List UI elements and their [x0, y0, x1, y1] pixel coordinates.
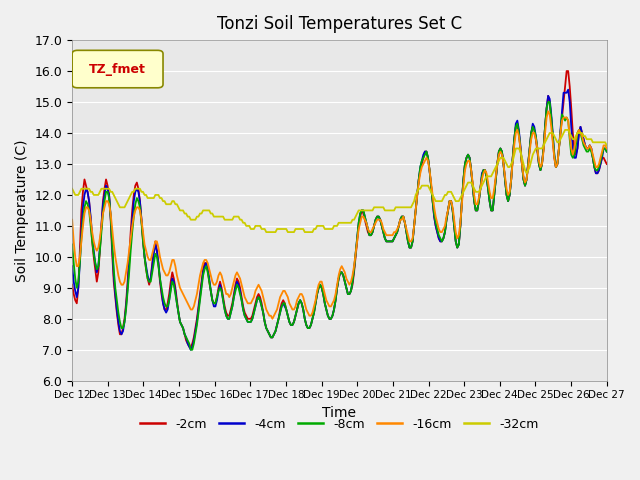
-4cm	[430, 214, 438, 219]
-8cm	[68, 241, 76, 247]
-4cm	[262, 325, 270, 331]
-8cm	[262, 325, 270, 331]
-4cm	[214, 288, 222, 294]
-32cm	[323, 226, 330, 232]
Text: TZ_fmet: TZ_fmet	[89, 62, 146, 75]
-4cm	[68, 263, 76, 269]
-2cm	[68, 282, 76, 288]
Legend: -2cm, -4cm, -8cm, -16cm, -32cm: -2cm, -4cm, -8cm, -16cm, -32cm	[135, 413, 543, 436]
-2cm	[238, 294, 246, 300]
-16cm	[213, 279, 221, 285]
-16cm	[603, 145, 611, 151]
-16cm	[430, 204, 438, 210]
-4cm	[356, 211, 364, 216]
-16cm	[269, 316, 276, 322]
-4cm	[187, 347, 195, 353]
-2cm	[430, 214, 438, 219]
-2cm	[603, 161, 611, 167]
-32cm	[262, 229, 270, 235]
-8cm	[603, 149, 611, 155]
Y-axis label: Soil Temperature (C): Soil Temperature (C)	[15, 139, 29, 282]
-8cm	[323, 307, 330, 312]
-8cm	[356, 211, 364, 216]
-2cm	[323, 307, 330, 312]
-16cm	[68, 217, 76, 223]
-32cm	[261, 226, 269, 232]
-4cm	[603, 149, 611, 155]
-8cm	[187, 347, 195, 353]
-16cm	[544, 108, 552, 114]
Line: -8cm: -8cm	[72, 102, 607, 350]
-2cm	[214, 285, 222, 291]
-16cm	[356, 220, 364, 226]
-32cm	[236, 217, 244, 223]
Line: -2cm: -2cm	[72, 71, 607, 347]
-32cm	[603, 143, 611, 148]
X-axis label: Time: Time	[323, 406, 356, 420]
Line: -32cm: -32cm	[72, 130, 607, 232]
Line: -4cm: -4cm	[72, 90, 607, 350]
-8cm	[214, 288, 222, 294]
-32cm	[356, 207, 364, 213]
-2cm	[563, 68, 570, 74]
-16cm	[261, 300, 269, 306]
-8cm	[238, 297, 246, 303]
Line: -16cm: -16cm	[72, 111, 607, 319]
-4cm	[564, 87, 572, 93]
-32cm	[561, 127, 569, 133]
FancyBboxPatch shape	[72, 50, 163, 88]
-2cm	[186, 344, 193, 349]
-16cm	[323, 297, 330, 303]
-2cm	[262, 325, 270, 331]
-16cm	[236, 276, 244, 281]
-32cm	[430, 195, 438, 201]
-8cm	[430, 211, 438, 216]
-32cm	[213, 214, 221, 219]
-8cm	[544, 99, 552, 105]
Title: Tonzi Soil Temperatures Set C: Tonzi Soil Temperatures Set C	[217, 15, 462, 33]
-2cm	[356, 214, 364, 219]
-4cm	[238, 297, 246, 303]
-32cm	[68, 186, 76, 192]
-4cm	[323, 307, 330, 312]
